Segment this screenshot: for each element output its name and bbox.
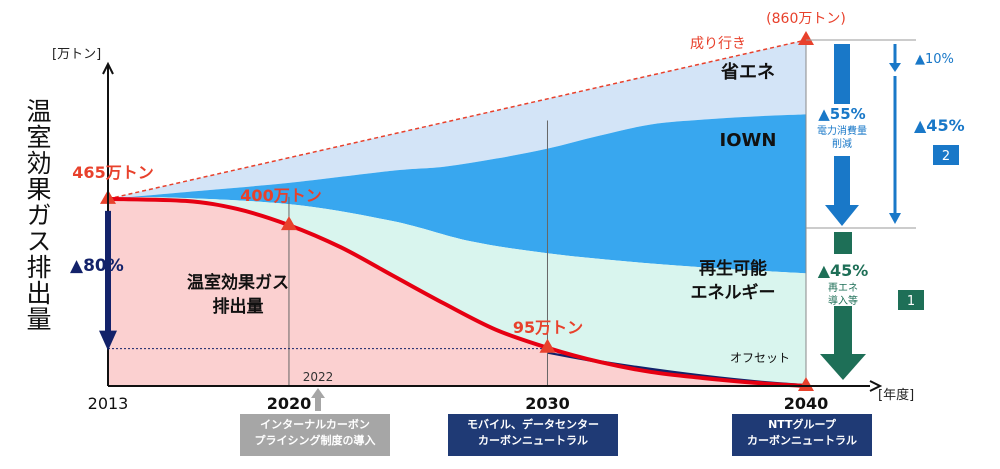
milestone-2040-box: NTTグループカーボンニュートラル <box>732 414 872 456</box>
marker-4 <box>798 31 814 45</box>
arrow-2022 <box>311 388 325 411</box>
arrow-45b-head <box>889 213 901 224</box>
label-860: (860万トン) <box>766 11 846 27</box>
x-tick-2040: 2040 <box>784 394 829 413</box>
x-tick-2013: 2013 <box>88 394 129 413</box>
label-80: ▲80% <box>70 256 124 276</box>
y-axis-title: 温室効果ガス排出量 <box>23 98 52 332</box>
label-10: ▲10% <box>915 52 954 67</box>
year-2022-label: 2022 <box>303 370 334 384</box>
milestone-2022-line-1: プライシング制度の導入 <box>254 434 376 447</box>
bau-line <box>107 39 807 200</box>
chart-lines <box>100 31 814 391</box>
arrow-45g-head <box>820 354 866 380</box>
label-bau: 成り行き <box>690 36 746 52</box>
badge-2: 2 <box>942 149 950 164</box>
marker-1 <box>280 216 297 231</box>
label-renewable: 再生可能エネルギー <box>691 258 776 303</box>
chart-areas <box>108 40 806 386</box>
label-iown: IOWN <box>720 130 777 151</box>
label-45-blue: ▲45% <box>914 116 965 135</box>
marker-3 <box>798 377 814 391</box>
x-axis-arrowhead <box>869 380 883 392</box>
ghg-area <box>108 198 806 386</box>
arrow-45g-shaft <box>834 306 852 356</box>
reduction-arrows <box>99 39 959 411</box>
chart-labels: 2013 2020 2030 2040 [万トン] [年度] 2022 465万トン 400万ト… <box>52 11 965 413</box>
x-tick-2020: 2020 <box>267 394 312 413</box>
arrow-80-head <box>99 330 117 351</box>
marker-2 <box>539 338 556 353</box>
x-tick-2030: 2030 <box>525 394 570 413</box>
label-offset: オフセット <box>730 351 790 365</box>
milestone-2040-line-0: NTTグループ <box>768 418 836 431</box>
ghg-line <box>107 196 807 388</box>
label-465: 465万トン <box>72 163 153 182</box>
label-ghg-area: 温室効果ガス排出量 <box>187 272 289 317</box>
label-55-bg <box>812 104 872 156</box>
milestone-2022-line-0: インターナルカーボン <box>260 418 370 431</box>
label-45-green-sub: 再エネ導入等 <box>828 282 858 307</box>
y-unit-label: [万トン] <box>52 47 101 62</box>
y-axis-arrowhead <box>102 61 114 75</box>
label-shoene: 省エネ <box>720 61 775 83</box>
label-55-sub: 電力消費量削減 <box>817 124 867 150</box>
milestone-2040-line-1: カーボンニュートラル <box>747 434 857 447</box>
milestone-2030-line-0: モバイル、データセンター <box>467 418 599 431</box>
label-45-green: ▲45% <box>818 261 869 280</box>
badge-1: 1 <box>907 294 915 309</box>
label-55: ▲55% <box>818 105 865 123</box>
renewable-area <box>108 197 806 386</box>
label-95: 95万トン <box>513 318 583 337</box>
badge-1-bg <box>898 290 924 310</box>
iown-area <box>108 114 806 274</box>
milestone-2022-box: インターナルカーボン プライシング制度の導入 <box>240 414 390 456</box>
milestone-2030-box: モバイル、データセンター カーボンニュートラル <box>448 414 618 456</box>
milestone-2030-line-1: カーボンニュートラル <box>478 434 588 447</box>
badge-2-bg <box>933 145 959 165</box>
x-unit-label: [年度] <box>878 387 914 403</box>
label-400: 400万トン <box>240 186 321 205</box>
arrow-45g-top <box>834 232 852 254</box>
arrow-10-head <box>889 63 901 72</box>
arrow-55-head <box>825 205 859 226</box>
